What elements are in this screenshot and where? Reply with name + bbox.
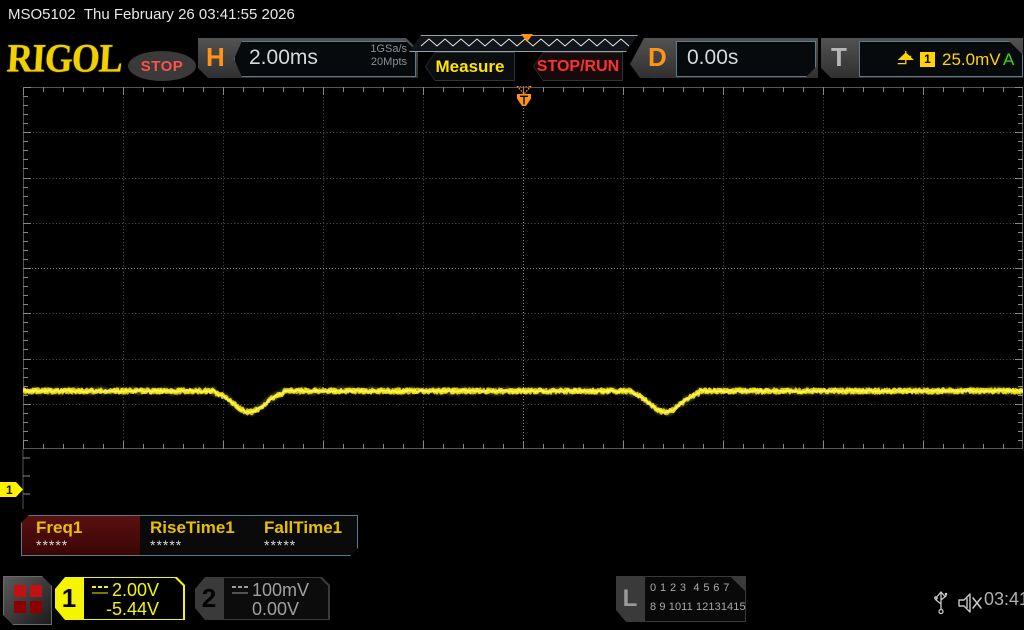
svg-text:1: 1 (6, 483, 13, 497)
